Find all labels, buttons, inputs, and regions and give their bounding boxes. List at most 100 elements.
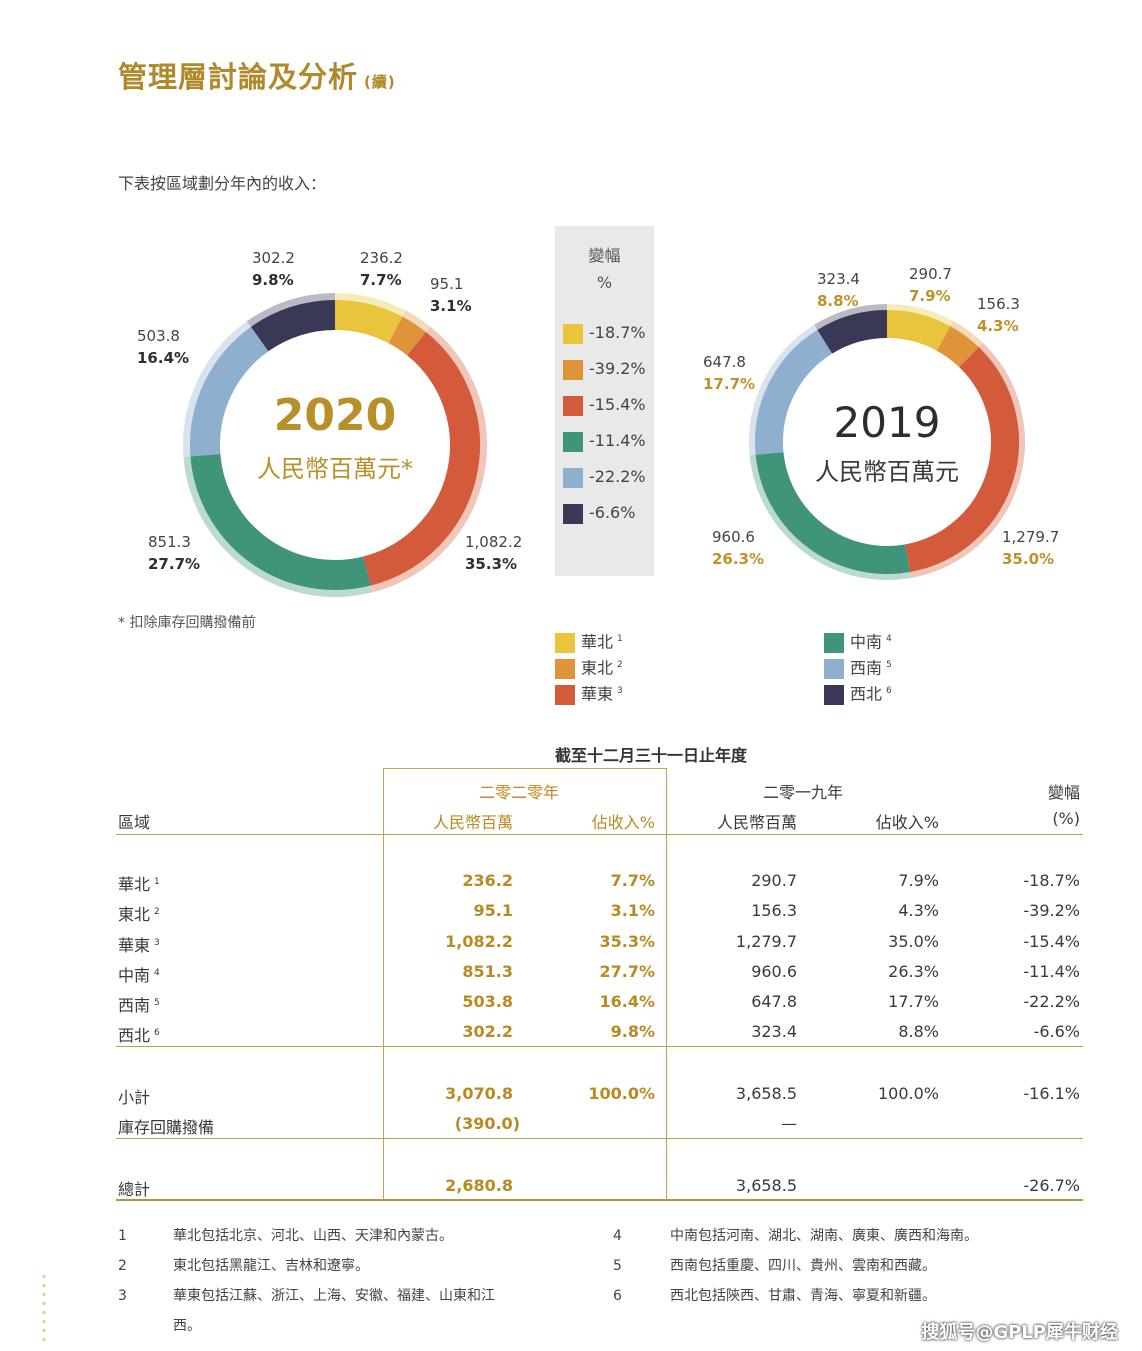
region-cell: 中南 4	[118, 966, 160, 985]
label-2019-north: 290.7 7.9%	[909, 265, 952, 305]
value-2019-cell: 647.8	[751, 992, 797, 1011]
footnote-text: 西北包括陝西、甘肅、青海、寧夏和新疆。	[670, 1288, 936, 1304]
donut-2020-unit: 人民幣百萬元*	[257, 455, 413, 483]
change-cell: -39.2%	[1023, 901, 1080, 920]
pct-2019-cell: 8.8%	[898, 1022, 939, 1041]
decorative-dots	[40, 1272, 48, 1342]
label-2019-southwest: 647.8 17.7%	[703, 353, 756, 393]
subtotal-change: -16.1%	[1023, 1084, 1080, 1103]
change-cell: -18.7%	[1023, 871, 1080, 890]
change-cell: -15.4%	[1023, 932, 1080, 951]
pct-2019-cell: 26.3%	[888, 962, 939, 981]
value-2020-cell: 503.8	[462, 992, 513, 1011]
col-region-header: 區域	[118, 813, 151, 832]
buyback-rule	[116, 1138, 1083, 1139]
footnote-text: 華北包括北京、河北、山西、天津和內蒙古。	[173, 1228, 453, 1244]
region-cell: 西北 6	[118, 1026, 160, 1045]
subtotal-rule	[116, 1046, 1083, 1047]
donut-halo-華北	[886, 304, 954, 328]
footnote-text: 西南包括重慶、四川、貴州、雲南和西藏。	[670, 1258, 936, 1274]
donut-halo-華東	[909, 342, 1025, 578]
donut-slice-西南	[190, 326, 269, 457]
legend-east: 華東 3	[555, 679, 623, 705]
subtotal-label: 小計	[118, 1088, 151, 1107]
legend-southwest: 西南 5	[824, 653, 892, 679]
donut-halo-西北	[246, 293, 336, 328]
label-2020-northeast: 95.1 3.1%	[430, 275, 472, 315]
change-box: 變幅% -18.7% -39.2% -15.4% -11.4% -22.2% -…	[555, 226, 654, 576]
star-note: * 扣除庫存回購撥備前	[118, 615, 256, 631]
total-change: -26.7%	[1023, 1176, 1080, 1195]
pct-2019-cell: 7.9%	[898, 871, 939, 890]
donut-halo-東北	[401, 310, 431, 333]
change-item: -15.4%	[563, 395, 646, 417]
value-2020-cell: 1,082.2	[445, 932, 513, 951]
value-2019-cell: 323.4	[751, 1022, 797, 1041]
change-item: -18.7%	[563, 323, 646, 345]
label-2020-southwest: 503.8 16.4%	[137, 327, 190, 367]
donut-slice-西南	[755, 329, 833, 455]
donut-slice-西北	[250, 300, 336, 352]
pct-2020-cell: 35.3%	[599, 932, 655, 951]
buyback-label: 庫存回購撥備	[118, 1118, 215, 1137]
label-2019-northeast: 156.3 4.3%	[977, 295, 1020, 335]
pct-2019-cell: 35.0%	[888, 932, 939, 951]
donut-2020-year: 2020	[273, 390, 397, 441]
footnote-text: 東北包括黑龍江、吉林和遼寧。	[173, 1258, 369, 1274]
donut-halo-西北	[814, 304, 888, 332]
title-suffix: (續)	[364, 73, 396, 91]
donut-halo-中南	[749, 454, 912, 580]
col-2019-pct-header: 佔收入%	[875, 813, 939, 832]
change-item: -22.2%	[563, 467, 646, 489]
value-2020-cell: 302.2	[462, 1022, 513, 1041]
donut-slice-西北	[817, 310, 888, 354]
value-2019-cell: 156.3	[751, 901, 797, 920]
change-cell: -6.6%	[1033, 1022, 1080, 1041]
value-2020-cell: 851.3	[462, 962, 513, 981]
donut-slice-華北	[886, 310, 951, 351]
change-cell: -22.2%	[1023, 992, 1080, 1011]
donut-halo-東北	[949, 320, 983, 349]
col-2019-header: 二零一九年	[763, 783, 844, 802]
table-period-heading: 截至十二月三十一日止年度	[555, 746, 748, 765]
legend-central-south: 中南 4	[824, 627, 892, 653]
footnote-num: 4	[613, 1228, 622, 1244]
change-item: -39.2%	[563, 359, 646, 381]
region-cell: 華東 3	[118, 936, 160, 955]
legend-northeast: 東北 2	[555, 653, 623, 679]
donut-slice-中南	[190, 453, 371, 590]
label-2019-northwest: 323.4 8.8%	[817, 270, 860, 310]
label-2019-east: 1,279.7 35.0%	[1002, 528, 1060, 568]
pct-2020-cell: 7.7%	[610, 871, 655, 890]
pct-2019-cell: 4.3%	[898, 901, 939, 920]
donut-slice-東北	[936, 326, 979, 368]
pct-2020-cell: 3.1%	[610, 901, 655, 920]
value-2020-cell: 236.2	[462, 871, 513, 890]
value-2019-cell: 1,279.7	[735, 932, 797, 951]
col-change-unit: (%)	[1052, 809, 1080, 828]
total-label: 總計	[118, 1180, 151, 1199]
page-title: 管理層討論及分析 (續)	[118, 60, 396, 94]
region-cell: 西南 5	[118, 996, 160, 1015]
footnote-text: 華東包括江蘇、浙江、上海、安徽、福建、山東和江	[173, 1288, 495, 1304]
label-2020-northwest: 302.2 9.8%	[252, 249, 295, 289]
col-2019-rmb-header: 人民幣百萬	[716, 813, 797, 832]
footnote-text-cont: 西。	[173, 1318, 201, 1334]
label-2019-central-south: 960.6 26.3%	[712, 528, 765, 568]
footnote-num: 5	[613, 1258, 622, 1274]
donut-slice-華北	[334, 300, 403, 344]
buyback-2020-value: (390.0)	[454, 1114, 520, 1133]
change-cell: -11.4%	[1023, 962, 1080, 981]
change-item: -11.4%	[563, 431, 646, 453]
pct-2020-cell: 27.7%	[599, 962, 655, 981]
donut-slice-華東	[363, 332, 480, 586]
watermark: 搜狐号@GPLP犀牛财经	[921, 1322, 1118, 1343]
donut-slice-東北	[388, 316, 426, 356]
donut-halo-西南	[749, 324, 819, 456]
legend-northwest: 西北 6	[824, 679, 892, 705]
value-2019-cell: 960.6	[751, 962, 797, 981]
col-change-header: 變幅	[1047, 783, 1080, 802]
subtotal-2019-pct: 100.0%	[877, 1084, 939, 1103]
legend-north: 華北 1	[555, 627, 623, 653]
value-2020-cell: 95.1	[473, 901, 513, 920]
